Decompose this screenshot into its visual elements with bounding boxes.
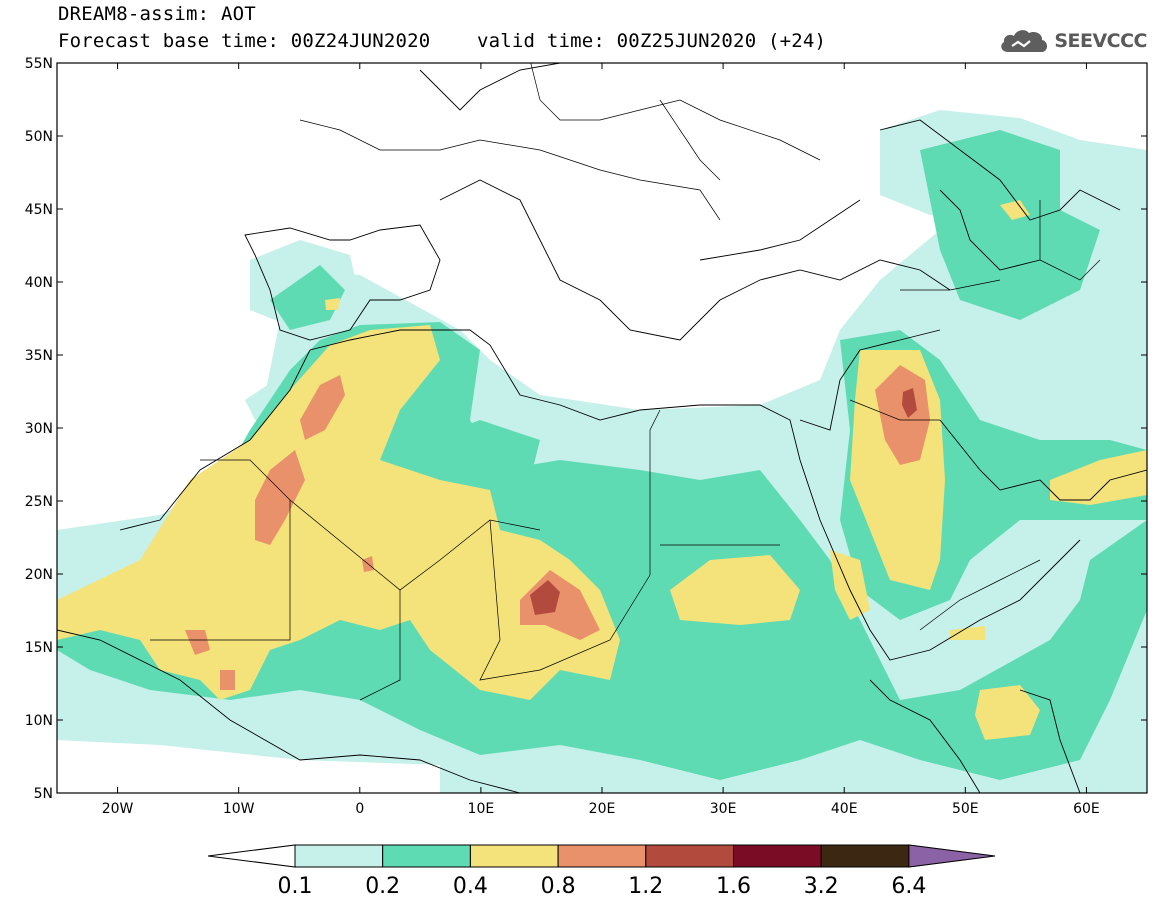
lon-tick-label: 60E	[1073, 801, 1100, 817]
colorbar-label: 0.8	[541, 874, 576, 899]
lat-tick-label: 15N	[25, 640, 53, 656]
colorbar-label: 1.2	[628, 874, 663, 899]
aot-field	[57, 63, 1147, 793]
colorbar-label: 0.2	[365, 874, 400, 899]
cloud-logo-icon	[1001, 30, 1048, 52]
colorbar-label: 0.4	[453, 874, 488, 899]
lon-tick-label: 10E	[468, 801, 495, 817]
colorbar-over-triangle	[908, 844, 996, 868]
colorbar-label: 1.6	[716, 874, 751, 899]
colorbar-segment	[469, 844, 559, 868]
colorbar-label: 6.4	[891, 874, 926, 899]
coastlines	[57, 63, 1147, 793]
brand-label: SEEVCCC	[1054, 30, 1147, 52]
colorbar-segment	[557, 844, 647, 868]
colorbar-segment	[733, 844, 822, 868]
map-subtitle: Forecast base time: 00Z24JUN2020 valid t…	[58, 30, 827, 52]
colorbar-segment	[382, 844, 471, 868]
lat-tick-label: 35N	[25, 348, 53, 364]
lon-tick-label: 10W	[223, 801, 255, 817]
country-borders	[150, 63, 1101, 701]
lat-tick-label: 25N	[25, 494, 53, 510]
colorbar-segment	[294, 844, 384, 868]
colorbar-label: 0.1	[278, 874, 313, 899]
colorbar-under-triangle	[207, 844, 296, 868]
aot-level-1-2	[530, 388, 917, 615]
longitude-axis: 20W 10W 0 10E 20E 30E 40E 50E 60E	[102, 63, 1100, 817]
lon-tick-label: 20W	[102, 801, 134, 817]
lat-tick-label: 10N	[25, 713, 53, 729]
map-title: DREAM8-assim: AOT	[58, 3, 256, 25]
lon-tick-label: 40E	[831, 801, 858, 817]
lat-tick-label: 5N	[34, 786, 53, 802]
colorbar-label: 3.2	[804, 874, 839, 899]
latitude-axis: 55N 50N 45N 40N 35N 30N 25N 20N 15N 10N 5N	[25, 56, 1147, 802]
lat-tick-label: 45N	[25, 202, 53, 218]
aot-level-0-4	[57, 200, 1147, 740]
lon-tick-label: 30E	[710, 801, 737, 817]
seevccc-logo: SEEVCCC	[998, 24, 1147, 58]
colorbar-segment	[645, 844, 734, 868]
lon-tick-label: 50E	[952, 801, 979, 817]
colorbar-segment	[820, 844, 910, 868]
lat-tick-label: 50N	[25, 129, 53, 145]
colorbar: 0.1 0.2 0.4 0.8 1.2 1.6 3.2 6.4	[207, 844, 996, 899]
lat-tick-label: 20N	[25, 567, 53, 583]
lon-tick-label: 20E	[589, 801, 616, 817]
lat-tick-label: 40N	[25, 275, 53, 291]
lon-tick-label: 0	[355, 801, 364, 817]
lat-tick-label: 30N	[25, 421, 53, 437]
lat-tick-label: 55N	[25, 56, 53, 72]
